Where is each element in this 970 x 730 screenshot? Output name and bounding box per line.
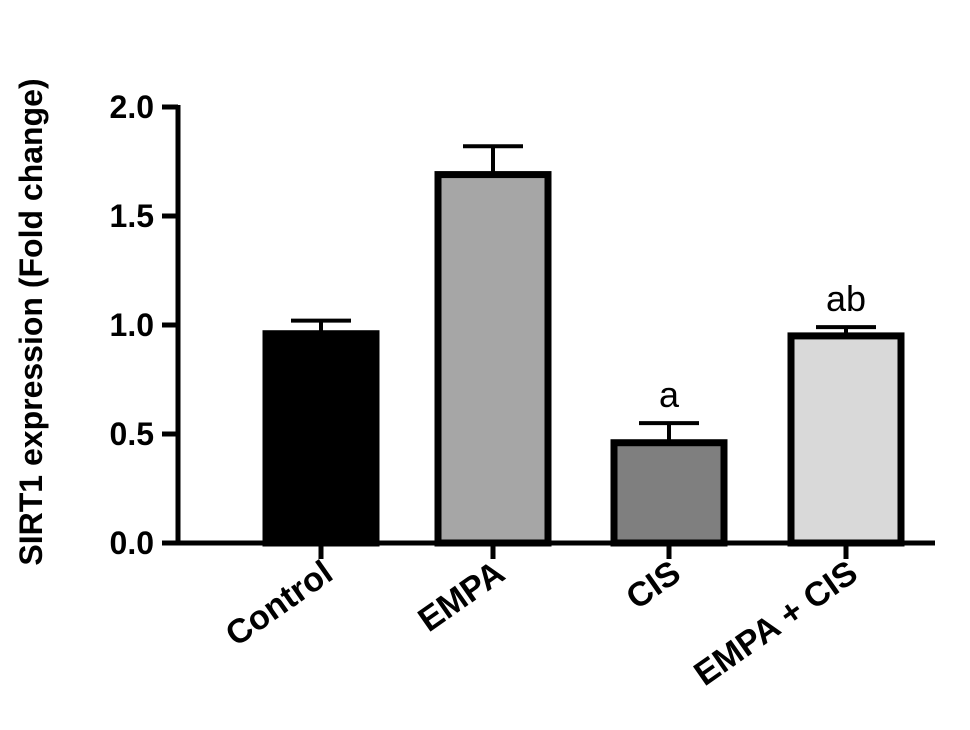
y-tick-label: 1.5 xyxy=(110,198,154,234)
y-tick-label: 0.5 xyxy=(110,416,154,452)
error-bars xyxy=(291,144,876,443)
category-labels: Control EMPA CIS EMPA + CIS xyxy=(219,553,865,693)
category-label: Control xyxy=(219,553,340,653)
bar-control xyxy=(262,330,380,547)
significance-annotations: a ab xyxy=(659,278,866,415)
y-axis: 0.0 0.5 1.0 1.5 2.0 xyxy=(110,89,181,561)
category-label: EMPA xyxy=(411,553,511,639)
y-axis-title: SIRT1 expression (Fold change) xyxy=(13,78,49,565)
y-tick-label: 2.0 xyxy=(110,89,154,125)
y-tick-label: 0.0 xyxy=(110,525,154,561)
bar-empa xyxy=(434,171,552,547)
bars xyxy=(262,171,905,547)
bar-cis xyxy=(610,439,728,547)
significance-label: ab xyxy=(826,278,866,319)
significance-label: a xyxy=(659,374,680,415)
y-tick-label: 1.0 xyxy=(110,307,154,343)
category-label: EMPA + CIS xyxy=(687,553,864,693)
category-label: CIS xyxy=(619,553,687,617)
bar-empa-cis xyxy=(787,332,905,547)
